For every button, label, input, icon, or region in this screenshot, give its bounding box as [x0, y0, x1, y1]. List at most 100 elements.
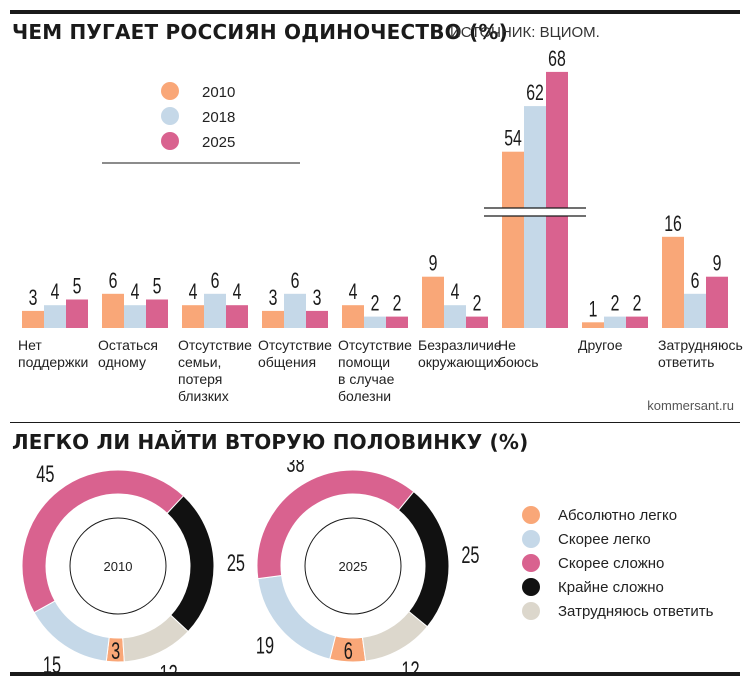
credit-label: kommersant.ru [647, 398, 734, 413]
bar-value-label: 2 [371, 292, 380, 316]
bar-value-label: 2 [473, 292, 482, 316]
donut-value-label: 19 [256, 633, 274, 660]
category-label: одному [98, 354, 146, 370]
bar-2018-1 [124, 305, 146, 328]
category-label: боюсь [498, 354, 539, 370]
donut-legend-label: Крайне сложно [558, 579, 664, 596]
donut-year-label: 2025 [339, 559, 368, 574]
bar-2018-4 [364, 316, 386, 328]
bar-value-label: 3 [29, 287, 38, 311]
bar-value-label: 3 [269, 287, 278, 311]
donut-legend-marker [522, 578, 540, 596]
bar-value-label: 6 [291, 269, 300, 293]
donut-center-ring [69, 517, 167, 615]
bar-2010-7 [582, 322, 604, 328]
donut-slice-dont_know [361, 610, 429, 662]
bar-2025-3 [306, 310, 328, 328]
bar-2025-0 [66, 299, 88, 328]
donut-slice-rather_hard [256, 469, 415, 580]
source-label: ИСТОЧНИК: ВЦИОМ. [450, 24, 600, 41]
donut-legend-label: Затрудняюсь ответить [558, 603, 714, 620]
bar-value-label: 4 [189, 281, 198, 305]
donut-center-ring [304, 517, 402, 615]
bar-2025-5 [466, 316, 488, 328]
bar-value-label: 68 [548, 50, 566, 72]
category-label: потеря [178, 371, 222, 387]
donut-slice-very_hard [397, 490, 450, 628]
legend-marker-2010 [161, 82, 179, 100]
section-divider [10, 422, 740, 423]
bottom-rule [10, 672, 740, 676]
donut-section-title: ЛЕГКО ЛИ НАЙТИ ВТОРУЮ ПОЛОВИНКУ (%) [12, 430, 529, 454]
category-label: близких [178, 388, 229, 404]
donut-legend-marker [522, 554, 540, 572]
bar-2025-8 [706, 276, 728, 328]
bar-2010-0 [22, 310, 44, 328]
bar-2018-6 [524, 106, 546, 328]
category-label: Другое [578, 337, 623, 353]
bar-value-label: 6 [211, 269, 220, 293]
bar-2025-4 [386, 316, 408, 328]
bar-value-label: 1 [589, 298, 598, 322]
bar-value-label: 4 [349, 281, 358, 305]
legend-label-2025: 2025 [202, 134, 235, 151]
donut-value-label: 25 [461, 542, 479, 569]
donut-legend-marker [522, 530, 540, 548]
donut-legend-label: Скорее легко [558, 531, 651, 548]
category-label: Безразличие [418, 337, 502, 353]
bar-2018-0 [44, 305, 66, 328]
donut-value-label: 3 [111, 638, 120, 665]
bar-value-label: 6 [109, 269, 118, 293]
bar-value-label: 62 [526, 82, 544, 106]
category-label: болезни [338, 388, 391, 404]
category-label: Отсутствие [338, 337, 412, 353]
donut-value-label: 25 [227, 550, 245, 577]
bar-2018-3 [284, 293, 306, 328]
donut-value-label: 45 [36, 461, 54, 488]
donut-legend-label: Абсолютно легко [558, 507, 677, 524]
legend-label-2010: 2010 [202, 84, 235, 101]
legend-marker-2018 [161, 107, 179, 125]
bar-2010-8 [662, 236, 684, 328]
chart-title: ЧЕМ ПУГАЕТ РОССИЯН ОДИНОЧЕСТВО (%) [12, 20, 508, 44]
bar-2018-7 [604, 316, 626, 328]
category-label: в случае [338, 371, 395, 387]
donut-slice-very_hard [166, 495, 215, 633]
category-label: поддержки [18, 354, 88, 370]
bar-2010-5 [422, 276, 444, 328]
donut-value-label: 15 [43, 652, 61, 675]
category-label: Отсутствие [178, 337, 252, 353]
category-label: ответить [658, 354, 714, 370]
category-label: помощи [338, 354, 390, 370]
top-rule [10, 10, 740, 14]
bar-2010-6 [502, 151, 524, 328]
category-label: общения [258, 354, 316, 370]
bar-2010-4 [342, 305, 364, 328]
category-label: окружающих [418, 354, 501, 370]
bar-value-label: 2 [611, 292, 620, 316]
category-label: Остаться [98, 337, 158, 353]
legend-marker-2025 [161, 132, 179, 150]
bar-value-label: 54 [504, 127, 522, 151]
bar-2025-2 [226, 305, 248, 328]
donut-legend-label: Скорее сложно [558, 555, 664, 572]
category-label: Не [498, 337, 516, 353]
bar-2018-5 [444, 305, 466, 328]
category-label: Затрудняюсь [658, 337, 743, 353]
category-label: семьи, [178, 354, 221, 370]
bar-2025-7 [626, 316, 648, 328]
donut-value-label: 38 [286, 460, 304, 478]
bar-value-label: 9 [429, 252, 438, 276]
donut-chart: 3 15 45 25 12 2010 6 19 38 25 12 2025 Абсолютно легк… [21, 460, 714, 675]
bar-2010-3 [262, 310, 284, 328]
bar-2018-8 [684, 293, 706, 328]
donut-value-label: 6 [344, 638, 353, 665]
legend-label-2018: 2018 [202, 109, 235, 126]
category-label: Нет [18, 337, 42, 353]
donut-slice-rather_hard [21, 469, 185, 614]
donut-legend-marker [522, 506, 540, 524]
bar-value-label: 9 [713, 252, 722, 276]
bar-value-label: 2 [393, 292, 402, 316]
bar-value-label: 5 [73, 275, 82, 299]
